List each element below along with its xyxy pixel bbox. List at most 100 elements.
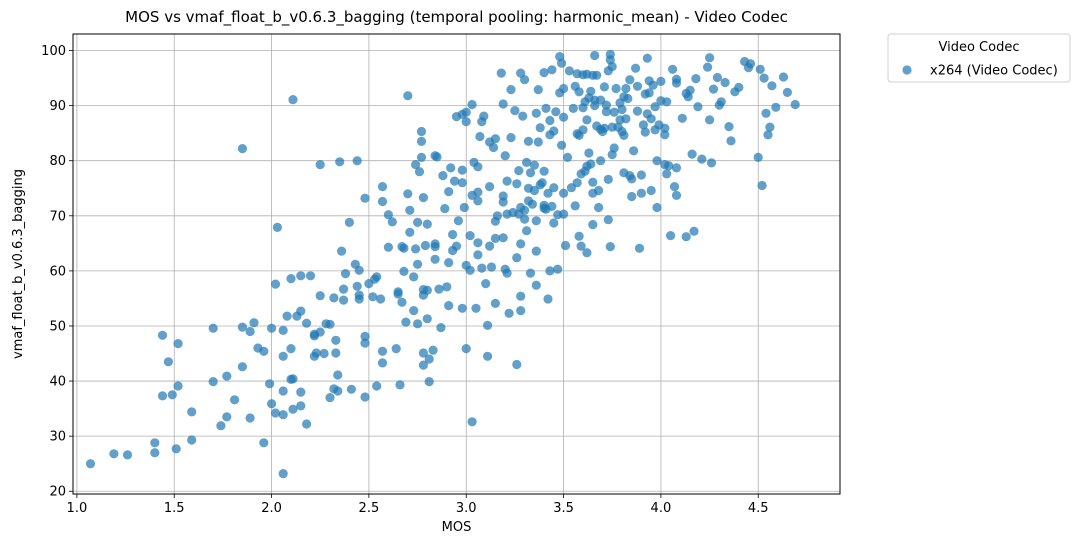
- data-point: [588, 220, 598, 230]
- y-axis-label: vmaf_float_b_v0.6.3_bagging: [11, 169, 26, 359]
- data-point: [543, 188, 553, 198]
- y-tick-label: 90: [49, 99, 66, 114]
- data-point: [329, 293, 339, 303]
- data-point: [483, 351, 493, 361]
- data-point: [541, 103, 551, 113]
- data-point: [405, 227, 415, 237]
- data-point: [506, 133, 516, 143]
- data-point: [557, 58, 567, 68]
- data-point: [383, 210, 393, 220]
- data-point: [656, 76, 666, 86]
- data-point: [522, 157, 532, 167]
- data-point: [85, 459, 96, 469]
- data-point: [473, 196, 483, 206]
- data-point: [512, 253, 522, 263]
- data-point: [660, 130, 670, 140]
- y-tick-label: 30: [49, 430, 66, 445]
- data-point: [265, 379, 275, 389]
- data-point: [636, 188, 647, 198]
- data-point: [331, 335, 341, 345]
- data-point: [411, 244, 421, 254]
- data-point: [461, 117, 471, 127]
- data-point: [387, 217, 397, 227]
- data-point: [434, 284, 444, 294]
- data-point: [716, 97, 726, 107]
- data-point: [671, 190, 682, 200]
- data-point: [391, 344, 401, 354]
- data-point: [549, 218, 559, 228]
- data-point: [574, 87, 584, 97]
- data-point: [399, 266, 409, 276]
- data-point: [122, 450, 133, 460]
- data-point: [537, 178, 547, 188]
- data-point: [617, 104, 627, 115]
- data-point: [586, 159, 596, 169]
- data-point: [405, 205, 415, 215]
- data-point: [648, 80, 658, 90]
- data-point: [498, 233, 508, 243]
- data-point: [576, 241, 586, 251]
- data-point: [492, 211, 502, 221]
- data-point: [681, 232, 691, 242]
- x-axis-ticks: 1.0 1.5 2.0 2.5 3.0 3.5 4.0 4.5: [67, 494, 769, 516]
- data-point: [564, 66, 575, 76]
- data-point: [278, 386, 288, 396]
- data-point: [559, 83, 569, 94]
- data-point: [267, 399, 277, 409]
- data-point: [632, 106, 643, 116]
- data-point: [335, 157, 345, 167]
- data-point: [344, 217, 354, 227]
- data-point: [208, 377, 218, 387]
- data-point: [490, 298, 500, 308]
- data-point: [662, 169, 672, 179]
- data-point: [757, 180, 767, 191]
- data-point: [222, 371, 232, 381]
- data-point: [333, 386, 343, 396]
- data-point: [533, 85, 543, 95]
- data-point: [607, 61, 617, 72]
- data-point: [393, 287, 403, 297]
- x-tick-label: 4.5: [748, 501, 769, 516]
- x-axis-label: MOS: [442, 520, 472, 535]
- data-point: [167, 390, 177, 400]
- data-point: [259, 438, 269, 448]
- data-point: [401, 317, 411, 327]
- data-point: [539, 68, 549, 78]
- data-point: [652, 156, 662, 166]
- data-point: [599, 123, 610, 133]
- data-point: [395, 380, 405, 390]
- data-point: [642, 53, 652, 63]
- data-point: [451, 241, 462, 251]
- data-point: [726, 136, 736, 146]
- data-point: [685, 85, 695, 95]
- data-point: [457, 303, 467, 313]
- data-point: [510, 106, 520, 116]
- data-point: [453, 216, 463, 226]
- data-point: [270, 408, 281, 418]
- data-point: [584, 148, 594, 158]
- data-point: [157, 391, 168, 401]
- data-point: [288, 95, 298, 105]
- data-point: [638, 120, 649, 130]
- data-point: [666, 231, 676, 241]
- data-point: [646, 114, 656, 124]
- legend: Video Codec x264 (Video Codec): [887, 33, 1071, 83]
- data-point: [296, 306, 306, 316]
- data-point: [687, 149, 697, 159]
- data-point: [703, 62, 713, 72]
- data-point: [531, 108, 541, 118]
- data-point: [668, 64, 678, 74]
- data-point: [368, 292, 378, 302]
- data-point: [485, 182, 495, 192]
- data-point: [498, 99, 508, 109]
- data-point: [305, 271, 316, 281]
- data-point: [237, 144, 247, 154]
- legend-box: [887, 33, 1071, 83]
- data-point: [636, 170, 647, 180]
- data-point: [490, 233, 500, 243]
- data-point: [403, 91, 413, 101]
- data-point: [594, 185, 604, 196]
- data-point: [705, 115, 715, 125]
- data-point: [444, 301, 454, 311]
- data-point: [444, 187, 454, 197]
